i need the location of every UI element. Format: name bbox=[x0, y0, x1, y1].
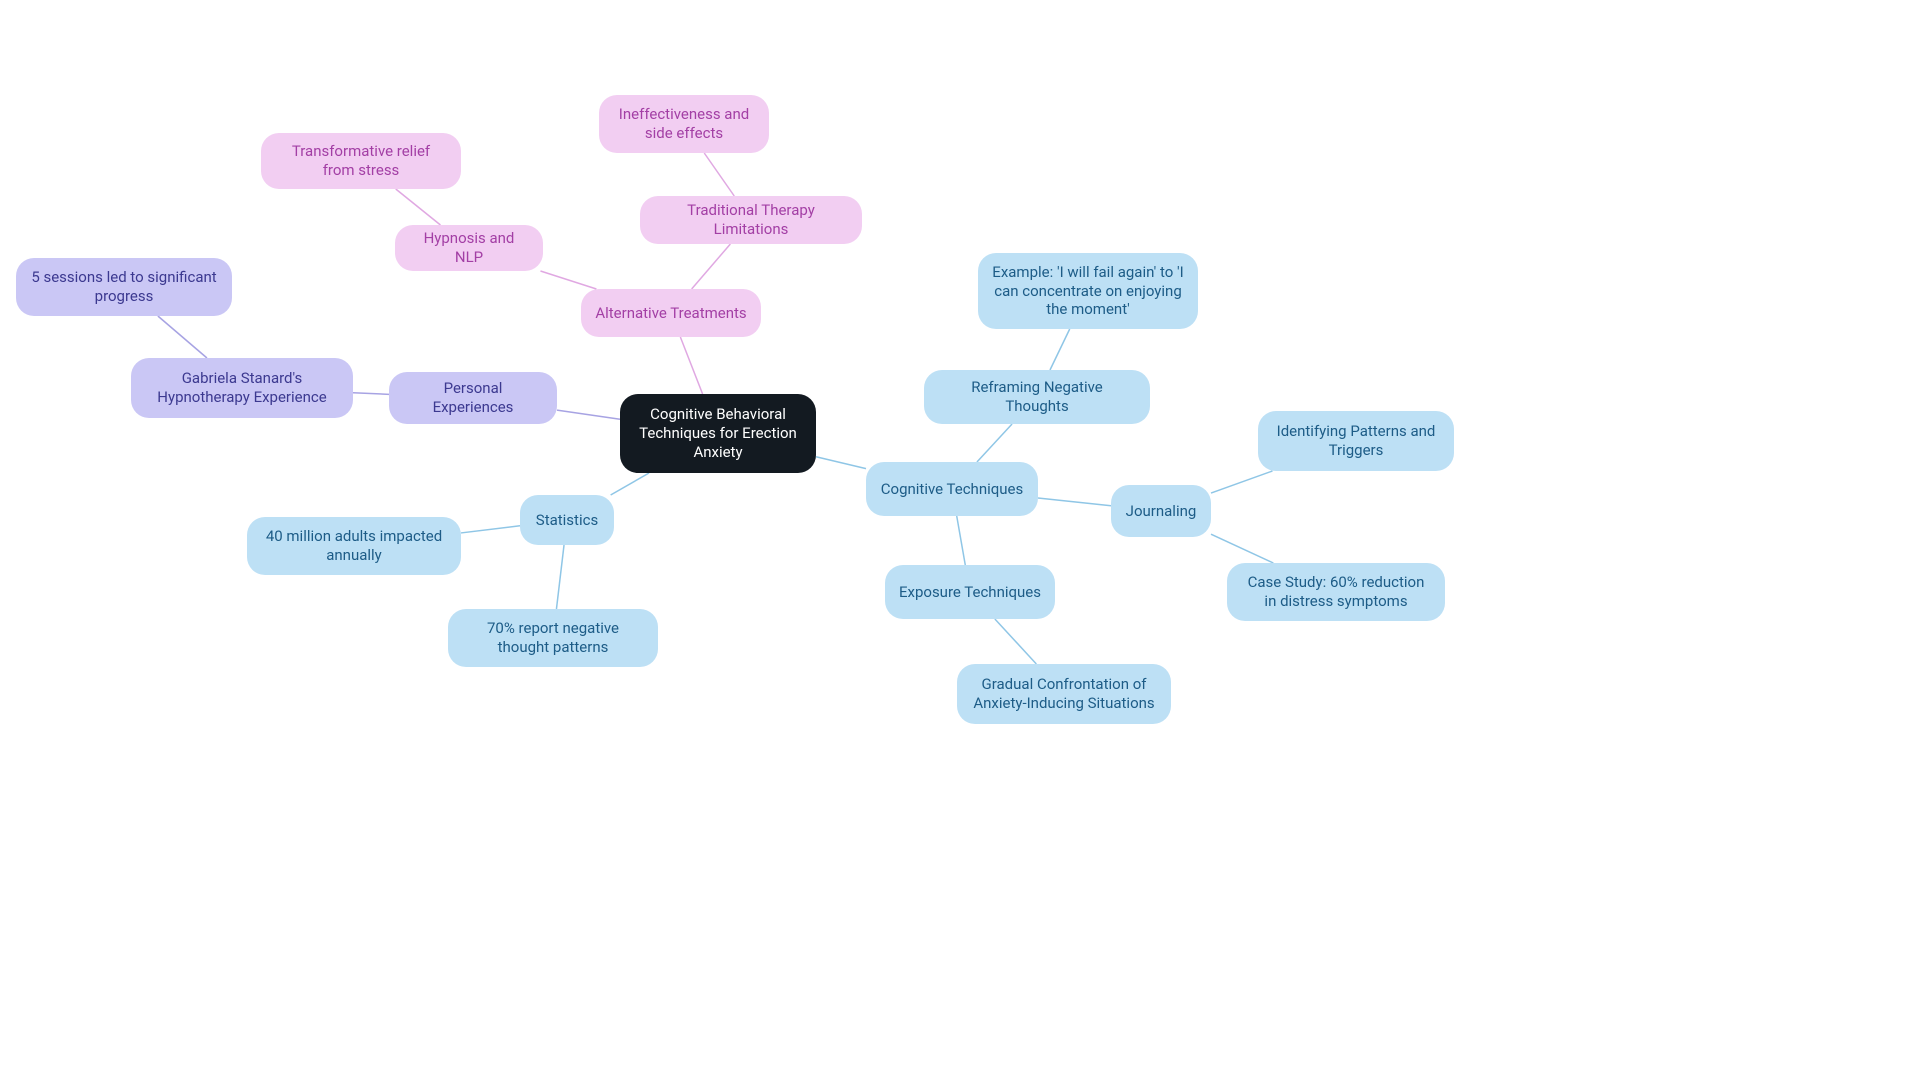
node-gabriela[interactable]: Gabriela Stanard's Hypnotherapy Experien… bbox=[131, 358, 353, 418]
node-center[interactable]: Cognitive Behavioral Techniques for Erec… bbox=[620, 394, 816, 473]
node-label: 5 sessions led to significant progress bbox=[30, 268, 218, 306]
node-gabriela_5[interactable]: 5 sessions led to significant progress bbox=[16, 258, 232, 316]
node-journal_patterns[interactable]: Identifying Patterns and Triggers bbox=[1258, 411, 1454, 471]
edge bbox=[611, 473, 649, 495]
node-label: Cognitive Techniques bbox=[881, 480, 1024, 499]
node-cogtech[interactable]: Cognitive Techniques bbox=[866, 462, 1038, 516]
node-label: Ineffectiveness and side effects bbox=[613, 105, 755, 143]
node-trad[interactable]: Traditional Therapy Limitations bbox=[640, 196, 862, 244]
node-label: Reframing Negative Thoughts bbox=[938, 378, 1136, 416]
node-label: Journaling bbox=[1126, 502, 1197, 521]
node-label: Personal Experiences bbox=[403, 379, 543, 417]
node-label: Example: 'I will fail again' to 'I can c… bbox=[992, 263, 1184, 319]
edge bbox=[353, 393, 389, 395]
edge bbox=[977, 424, 1012, 462]
edge bbox=[540, 271, 596, 289]
edge bbox=[995, 619, 1036, 664]
node-label: Gabriela Stanard's Hypnotherapy Experien… bbox=[145, 369, 339, 407]
edge bbox=[1038, 498, 1111, 506]
edge bbox=[461, 526, 520, 533]
node-label: Cognitive Behavioral Techniques for Erec… bbox=[634, 405, 802, 461]
edge bbox=[1211, 471, 1272, 493]
edge bbox=[692, 244, 731, 289]
node-reframe[interactable]: Reframing Negative Thoughts bbox=[924, 370, 1150, 424]
edge bbox=[557, 410, 620, 419]
node-label: 40 million adults impacted annually bbox=[261, 527, 447, 565]
edge bbox=[680, 337, 702, 394]
node-label: Statistics bbox=[536, 511, 598, 530]
node-label: Identifying Patterns and Triggers bbox=[1272, 422, 1440, 460]
node-stats[interactable]: Statistics bbox=[520, 495, 614, 545]
node-hypno_nlp[interactable]: Hypnosis and NLP bbox=[395, 225, 543, 271]
edge bbox=[957, 516, 966, 565]
node-journal_case[interactable]: Case Study: 60% reduction in distress sy… bbox=[1227, 563, 1445, 621]
edge bbox=[556, 545, 564, 609]
edge bbox=[158, 316, 207, 358]
node-label: Gradual Confrontation of Anxiety-Inducin… bbox=[971, 675, 1157, 713]
node-label: Traditional Therapy Limitations bbox=[654, 201, 848, 239]
node-journal[interactable]: Journaling bbox=[1111, 485, 1211, 537]
node-label: Hypnosis and NLP bbox=[409, 229, 529, 267]
node-exposure[interactable]: Exposure Techniques bbox=[885, 565, 1055, 619]
edge bbox=[1050, 329, 1070, 370]
node-alt[interactable]: Alternative Treatments bbox=[581, 289, 761, 337]
edge bbox=[816, 457, 866, 469]
edge bbox=[1211, 534, 1273, 563]
node-label: Case Study: 60% reduction in distress sy… bbox=[1241, 573, 1431, 611]
node-relief[interactable]: Transformative relief from stress bbox=[261, 133, 461, 189]
edge bbox=[396, 189, 441, 225]
node-stats_40m[interactable]: 40 million adults impacted annually bbox=[247, 517, 461, 575]
node-reframe_ex[interactable]: Example: 'I will fail again' to 'I can c… bbox=[978, 253, 1198, 329]
node-exposure_grad[interactable]: Gradual Confrontation of Anxiety-Inducin… bbox=[957, 664, 1171, 724]
node-personal[interactable]: Personal Experiences bbox=[389, 372, 557, 424]
mindmap-canvas: Cognitive Behavioral Techniques for Erec… bbox=[0, 0, 1920, 1083]
node-label: 70% report negative thought patterns bbox=[462, 619, 644, 657]
node-stats_70[interactable]: 70% report negative thought patterns bbox=[448, 609, 658, 667]
node-trad_in[interactable]: Ineffectiveness and side effects bbox=[599, 95, 769, 153]
node-label: Transformative relief from stress bbox=[275, 142, 447, 180]
node-label: Exposure Techniques bbox=[899, 583, 1041, 602]
node-label: Alternative Treatments bbox=[595, 304, 746, 323]
edge bbox=[704, 153, 734, 196]
